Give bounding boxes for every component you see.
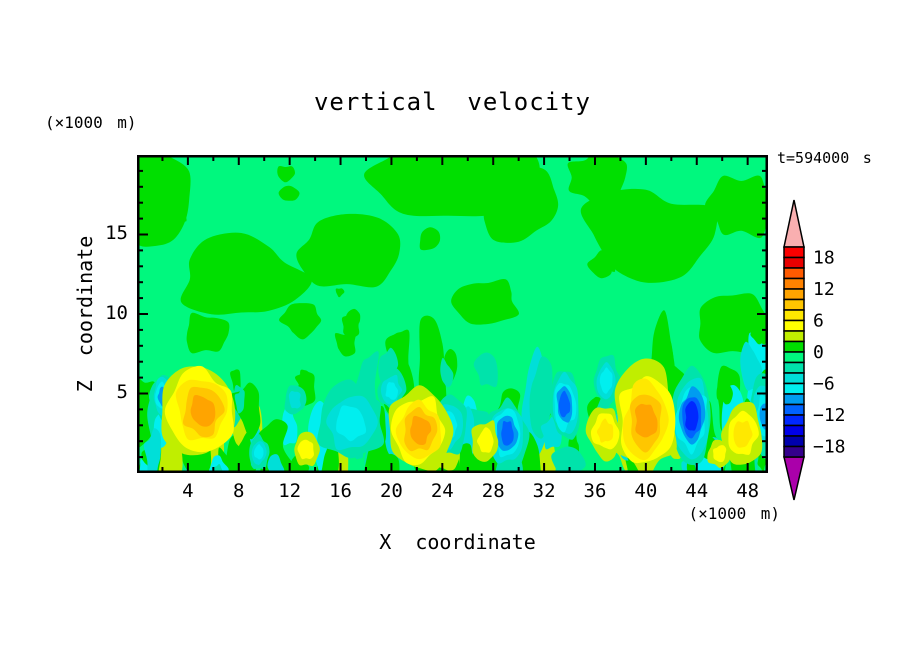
colorbar-segment xyxy=(783,414,805,427)
contour-plot-area xyxy=(137,155,768,473)
x-tick-label: 8 xyxy=(233,480,245,502)
x-tick-label: 24 xyxy=(430,480,454,502)
y-tick-label: 5 xyxy=(116,381,128,403)
x-tick-label: 4 xyxy=(182,480,194,502)
colorbar-segment xyxy=(783,393,805,406)
x-tick-label: 16 xyxy=(329,480,352,502)
colorbar-label: 12 xyxy=(813,279,835,300)
colorbar-label: −18 xyxy=(813,437,846,458)
colorbar: 18 12 6 0 −6 −12 −18 xyxy=(783,199,846,501)
x-tick-label: 48 xyxy=(736,480,760,502)
colorbar-segment xyxy=(783,382,805,395)
colorbar-label: −6 xyxy=(813,374,835,395)
colorbar-segment xyxy=(783,361,805,374)
time-label: t=594000 s xyxy=(777,149,872,167)
y-axis-unit-label: (×1000 m) xyxy=(45,113,137,132)
colorbar-segment xyxy=(783,435,805,448)
colorbar-segment xyxy=(783,256,805,269)
colorbar-segment xyxy=(783,298,805,311)
colorbar-label: 18 xyxy=(813,248,835,269)
x-axis-label: X coordinate xyxy=(379,530,536,554)
x-tick-label: 36 xyxy=(583,480,607,502)
x-tick-label: 20 xyxy=(379,480,403,502)
colorbar-segment xyxy=(783,340,805,353)
colorbar-segment xyxy=(783,403,805,416)
x-tick-label: 28 xyxy=(481,480,505,502)
colorbar-segment xyxy=(783,445,805,458)
colorbar-segment xyxy=(783,319,805,332)
colorbar-segment xyxy=(783,424,805,437)
colorbar-label: 6 xyxy=(813,311,824,332)
y-tick-label: 15 xyxy=(105,222,128,244)
colorbar-segment xyxy=(783,330,805,343)
colorbar-segment xyxy=(783,288,805,301)
x-axis-unit-label: (×1000 m) xyxy=(688,504,781,523)
colorbar-segment xyxy=(783,267,805,280)
colorbar-label: 0 xyxy=(813,342,824,363)
plot-title: vertical velocity xyxy=(313,88,592,116)
x-tick-label: 12 xyxy=(278,480,302,502)
colorbar-segment xyxy=(783,277,805,290)
colorbar-label: −12 xyxy=(813,405,846,426)
x-tick-label: 40 xyxy=(634,480,658,502)
y-tick-label: 10 xyxy=(105,302,128,324)
colorbar-segment xyxy=(783,351,805,364)
colorbar-segment xyxy=(783,309,805,322)
x-tick-label: 32 xyxy=(532,480,556,502)
colorbar-segment xyxy=(783,372,805,385)
x-tick-label: 44 xyxy=(685,480,709,502)
colorbar-segment xyxy=(783,246,805,259)
